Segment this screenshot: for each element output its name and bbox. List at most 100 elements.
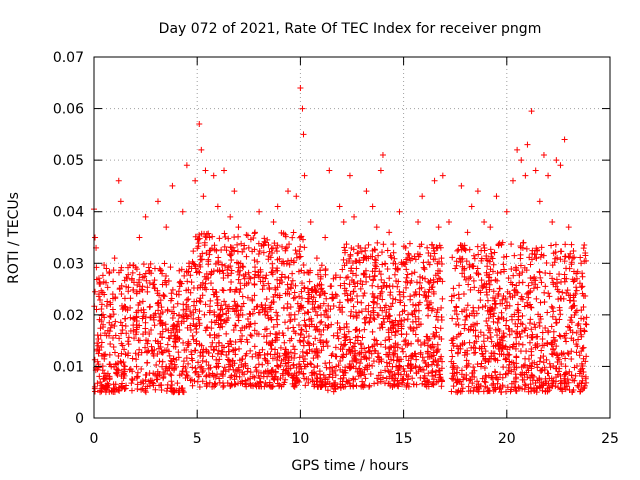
data-point (282, 231, 289, 238)
data-point (519, 341, 526, 348)
data-point (495, 315, 502, 322)
data-point (548, 323, 555, 330)
data-point (163, 272, 170, 279)
data-point (538, 244, 545, 251)
data-point (377, 369, 384, 376)
data-point (563, 330, 570, 337)
data-point (223, 330, 230, 337)
data-point (221, 167, 228, 174)
data-point (187, 308, 194, 315)
data-point (259, 361, 266, 368)
data-point (103, 265, 110, 272)
data-point (524, 141, 531, 148)
data-point (188, 279, 195, 286)
data-point (334, 329, 341, 336)
data-point (352, 340, 359, 347)
data-point (404, 271, 411, 278)
data-point (566, 368, 573, 375)
data-point (94, 346, 101, 353)
data-point (230, 326, 237, 333)
data-point (198, 146, 205, 153)
data-point (121, 363, 128, 370)
data-point (301, 244, 308, 251)
data-point (575, 336, 582, 343)
data-point (295, 322, 302, 329)
data-point (268, 368, 275, 375)
data-point (106, 319, 113, 326)
data-point (265, 280, 272, 287)
data-point (470, 327, 477, 334)
data-point (523, 348, 530, 355)
data-point (470, 304, 477, 311)
data-point (196, 322, 203, 329)
data-point (432, 272, 439, 279)
data-point (224, 266, 231, 273)
data-point (563, 265, 570, 272)
data-point (479, 304, 486, 311)
data-point (163, 387, 170, 394)
data-point (522, 355, 529, 362)
data-point (116, 335, 123, 342)
data-point (494, 277, 501, 284)
data-point (300, 131, 307, 138)
data-point (150, 316, 157, 323)
data-point (196, 297, 203, 304)
data-point (357, 244, 364, 251)
data-point (187, 322, 194, 329)
data-point (298, 288, 305, 295)
data-point (247, 347, 254, 354)
data-point (531, 251, 538, 258)
data-point (541, 289, 548, 296)
data-point (270, 219, 277, 226)
data-point (234, 241, 241, 248)
data-point (215, 332, 222, 339)
data-point (374, 239, 381, 246)
data-point (97, 297, 104, 304)
data-point (463, 258, 470, 265)
data-point (559, 289, 566, 296)
data-point (360, 292, 367, 299)
data-point (544, 309, 551, 316)
data-point (382, 367, 389, 374)
data-point (371, 299, 378, 306)
data-point (312, 335, 319, 342)
data-point (486, 258, 493, 265)
data-point (475, 287, 482, 294)
data-point (113, 370, 120, 377)
data-point (504, 384, 511, 391)
data-point (119, 302, 126, 309)
data-point (170, 343, 177, 350)
data-point (125, 350, 132, 357)
data-point (250, 234, 257, 241)
data-point (277, 344, 284, 351)
data-point (374, 353, 381, 360)
data-point (367, 312, 374, 319)
data-point (115, 352, 122, 359)
data-point (219, 373, 226, 380)
data-point (254, 380, 261, 387)
data-point (247, 321, 254, 328)
data-point (329, 350, 336, 357)
data-point (473, 384, 480, 391)
data-point (487, 329, 494, 336)
data-point (207, 247, 214, 254)
data-point (231, 381, 238, 388)
data-point (95, 275, 102, 282)
data-point (327, 306, 334, 313)
data-point (126, 366, 133, 373)
data-point (569, 388, 576, 395)
data-point (191, 378, 198, 385)
x-axis-label: GPS time / hours (291, 458, 408, 474)
data-point (428, 361, 435, 368)
data-point (533, 361, 540, 368)
data-point (453, 311, 460, 318)
data-point (318, 262, 325, 269)
data-point (213, 247, 220, 254)
data-point (373, 337, 380, 344)
data-point (133, 318, 140, 325)
data-point (266, 248, 273, 255)
data-point (577, 325, 584, 332)
data-point (390, 241, 397, 248)
data-point (448, 375, 455, 382)
data-point (170, 389, 177, 396)
